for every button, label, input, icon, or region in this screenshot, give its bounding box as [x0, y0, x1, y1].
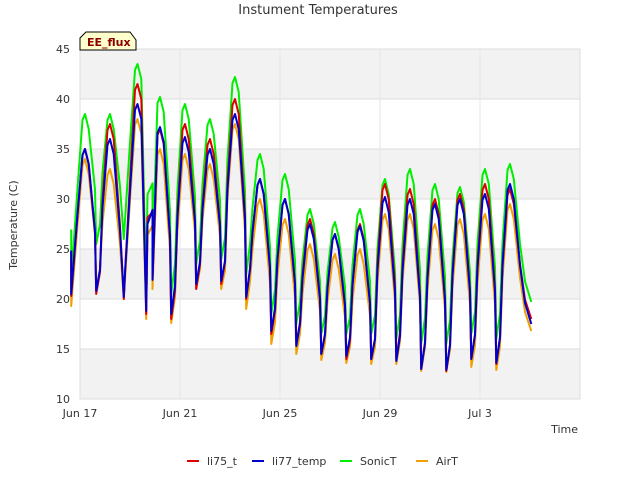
x-axis-label: Time	[550, 423, 578, 436]
legend-label-AirT: AirT	[436, 455, 458, 468]
legend-label-li77_temp: li77_temp	[272, 455, 326, 468]
tag-box-shape	[79, 31, 137, 51]
legend: li75_t li77_temp SonicT AirT	[187, 455, 458, 468]
x-tick-label: Jun 25	[262, 407, 298, 420]
tag-label: EE_flux	[87, 36, 131, 49]
x-tick-label: Jul 3	[467, 407, 492, 420]
y-tick-label: 15	[56, 343, 70, 356]
series-layer	[70, 63, 533, 373]
x-tick-label: Jun 17	[62, 407, 98, 420]
series-line-li77_temp	[70, 103, 533, 371]
y-tick-label: 25	[56, 243, 70, 256]
plot-border	[79, 48, 581, 400]
x-tick-label: Jun 29	[362, 407, 398, 420]
legend-label-li75_t: li75_t	[207, 455, 238, 468]
legend-label-SonicT: SonicT	[360, 455, 397, 468]
y-axis-label: Temperature (C)	[7, 180, 20, 270]
x-tick-label: Jun 21	[162, 407, 198, 420]
y-tick-label: 20	[56, 293, 70, 306]
y-tick-label: 40	[56, 93, 70, 106]
band-10-15	[80, 349, 580, 399]
y-tick-label: 35	[56, 143, 70, 156]
plot-frame	[79, 48, 581, 400]
y-tick-label: 30	[56, 193, 70, 206]
band-30-35	[80, 149, 580, 199]
tag-box: EE_flux	[79, 31, 137, 51]
y-tick-label: 10	[56, 393, 70, 406]
y-tick-label: 45	[56, 43, 70, 56]
band-40-45	[80, 49, 580, 99]
tick-labels: 10 15 20 25 30 35 40 45 Jun 17 Jun 21 Jun 25 Jun 29…	[56, 43, 492, 420]
chart-title: Instument Temperatures	[238, 3, 398, 18]
series-line-SonicT	[70, 63, 533, 345]
